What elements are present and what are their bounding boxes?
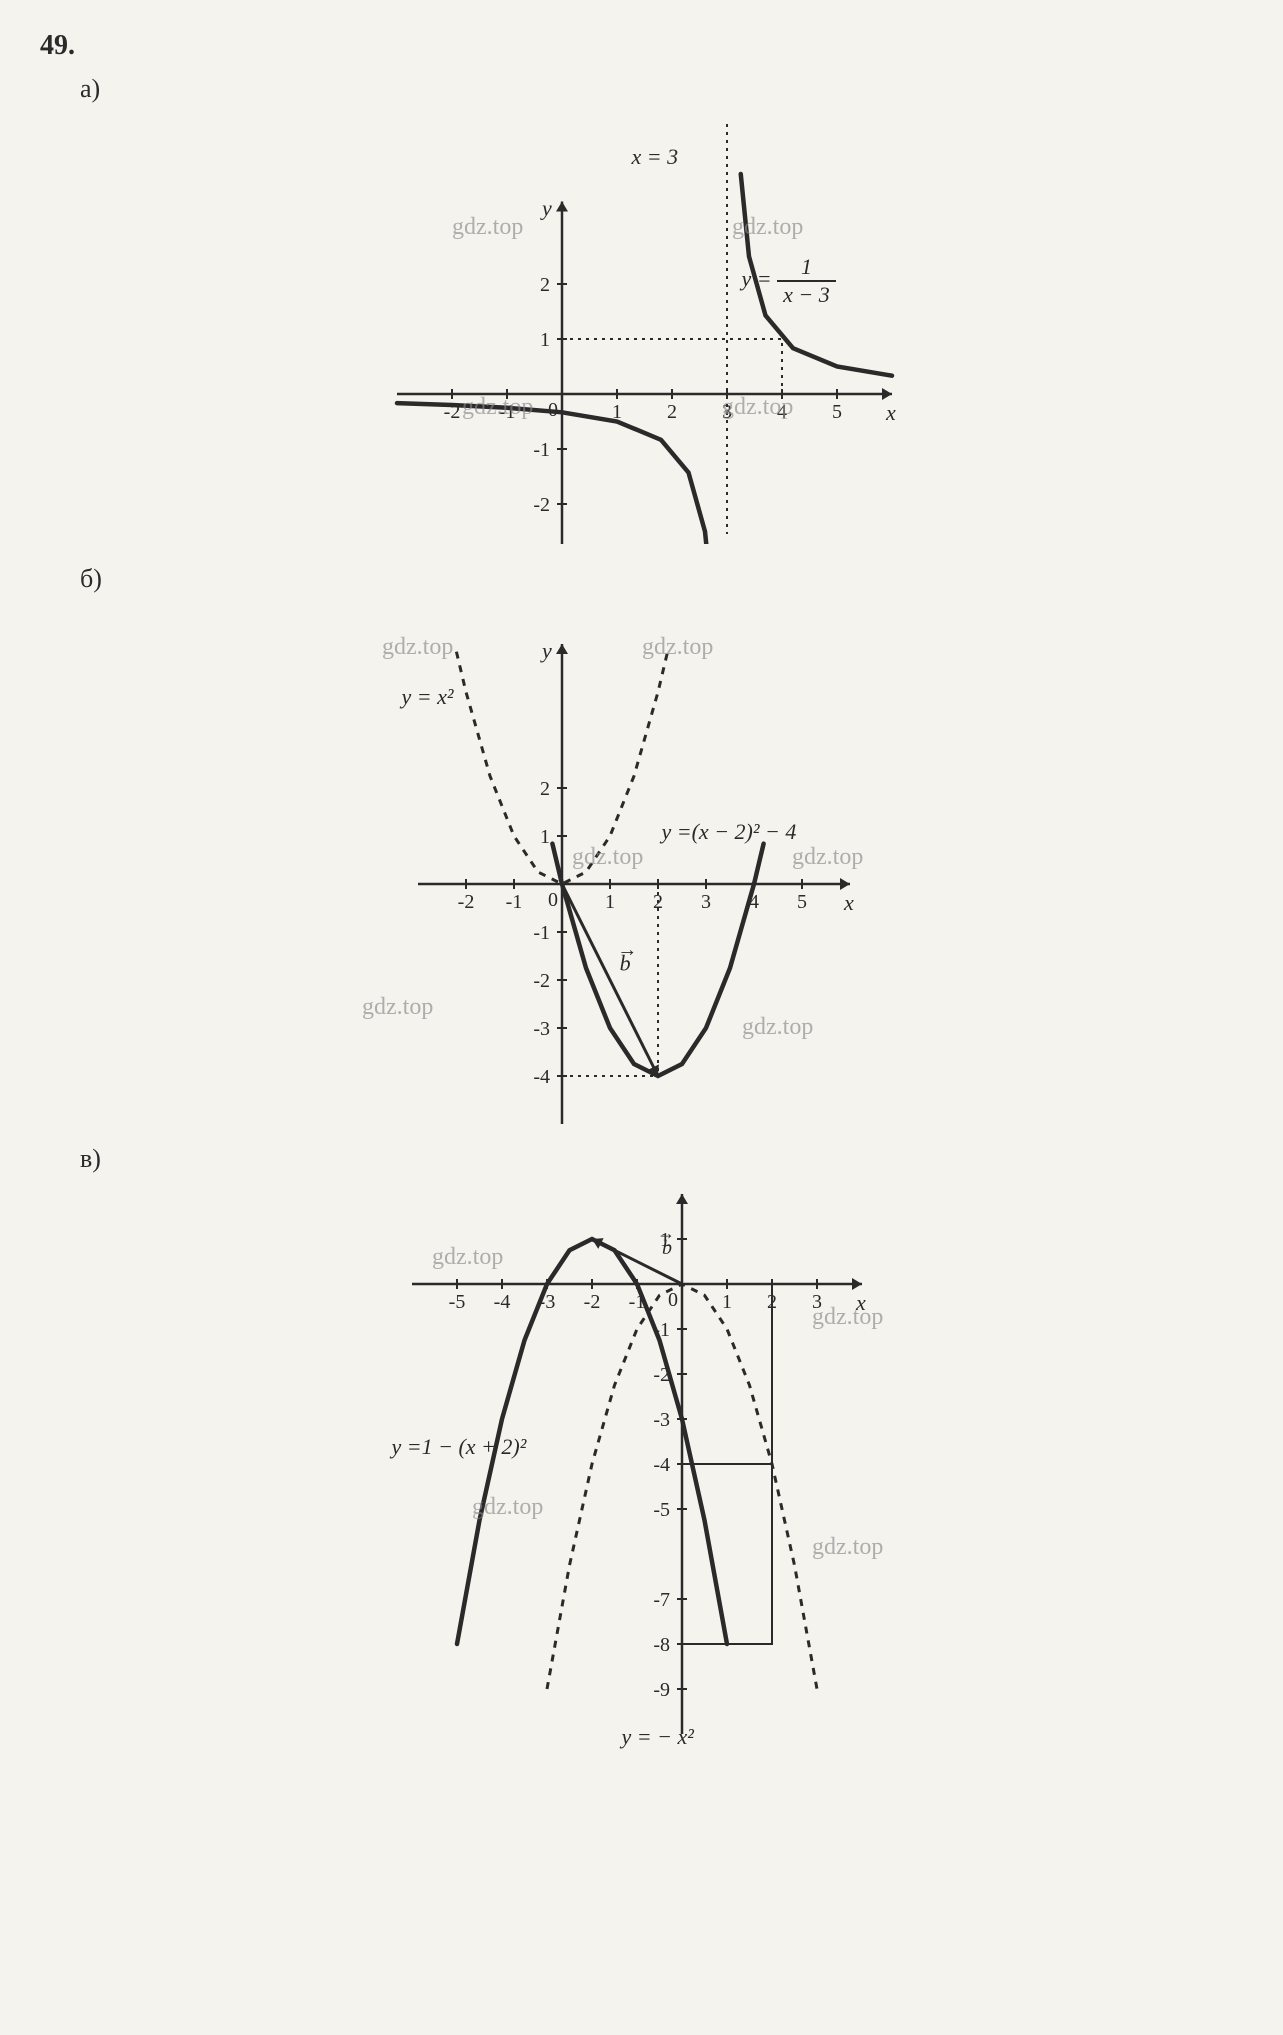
svg-text:2: 2 bbox=[667, 401, 677, 423]
eq-a-num: 1 bbox=[777, 254, 836, 282]
svg-text:-1: -1 bbox=[533, 922, 550, 944]
svg-text:1: 1 bbox=[540, 826, 550, 848]
part-label-c: в) bbox=[80, 1144, 1243, 1174]
svg-text:2: 2 bbox=[540, 778, 550, 800]
svg-text:3: 3 bbox=[701, 891, 711, 913]
svg-text:gdz.top: gdz.top bbox=[812, 1534, 883, 1560]
svg-text:5: 5 bbox=[797, 891, 807, 913]
chart-b: y = x² y =(x − 2)² − 4 -2-112345-4-3-2-1… bbox=[362, 604, 922, 1124]
svg-text:→: → bbox=[657, 1223, 675, 1243]
svg-text:0: 0 bbox=[548, 889, 558, 911]
svg-text:gdz.top: gdz.top bbox=[382, 634, 453, 660]
svg-text:→: → bbox=[617, 939, 637, 961]
part-label-a: а) bbox=[80, 74, 1243, 104]
equation-c-solid: y =1 − (x + 2)² bbox=[392, 1434, 527, 1460]
chart-a-wrap: y = 1 x − 3 x = 3 -2-112345-2-1120xygdz.… bbox=[40, 114, 1243, 544]
svg-text:gdz.top: gdz.top bbox=[572, 844, 643, 870]
svg-text:2: 2 bbox=[653, 891, 663, 913]
svg-text:-3: -3 bbox=[533, 1018, 550, 1040]
svg-text:gdz.top: gdz.top bbox=[452, 214, 523, 240]
svg-text:-8: -8 bbox=[653, 1634, 670, 1656]
equation-a: y = 1 x − 3 bbox=[742, 254, 836, 308]
chart-b-wrap: y = x² y =(x − 2)² − 4 -2-112345-4-3-2-1… bbox=[40, 604, 1243, 1124]
chart-c: y =1 − (x + 2)² y = − x² -5-4-3-2-1123-9… bbox=[362, 1184, 922, 1764]
svg-text:gdz.top: gdz.top bbox=[642, 634, 713, 660]
chart-a: y = 1 x − 3 x = 3 -2-112345-2-1120xygdz.… bbox=[362, 114, 922, 544]
svg-text:gdz.top: gdz.top bbox=[732, 214, 803, 240]
svg-text:2: 2 bbox=[767, 1291, 777, 1313]
svg-text:gdz.top: gdz.top bbox=[792, 844, 863, 870]
svg-text:-4: -4 bbox=[493, 1291, 510, 1313]
svg-text:-5: -5 bbox=[448, 1291, 465, 1313]
svg-text:1: 1 bbox=[605, 891, 615, 913]
problem-number: 49. bbox=[40, 30, 1243, 62]
svg-text:-2: -2 bbox=[457, 891, 474, 913]
svg-text:-1: -1 bbox=[533, 439, 550, 461]
svg-text:1: 1 bbox=[540, 329, 550, 351]
svg-text:-5: -5 bbox=[653, 1499, 670, 1521]
svg-text:-7: -7 bbox=[653, 1589, 670, 1611]
equation-b-dashed: y = x² bbox=[402, 684, 454, 710]
eq-a-den: x − 3 bbox=[777, 282, 836, 308]
svg-text:-2: -2 bbox=[583, 1291, 600, 1313]
svg-text:x: x bbox=[843, 890, 854, 915]
asymptote-label-a: x = 3 bbox=[632, 144, 679, 170]
svg-text:gdz.top: gdz.top bbox=[462, 394, 533, 420]
svg-text:5: 5 bbox=[832, 401, 842, 423]
svg-text:gdz.top: gdz.top bbox=[742, 1014, 813, 1040]
equation-b-solid: y =(x − 2)² − 4 bbox=[662, 819, 797, 845]
chart-c-wrap: y =1 − (x + 2)² y = − x² -5-4-3-2-1123-9… bbox=[40, 1184, 1243, 1764]
svg-text:2: 2 bbox=[540, 274, 550, 296]
svg-text:1: 1 bbox=[722, 1291, 732, 1313]
svg-text:y: y bbox=[540, 196, 552, 221]
part-label-b: б) bbox=[80, 564, 1243, 594]
svg-text:-2: -2 bbox=[533, 494, 550, 516]
svg-text:y: y bbox=[540, 638, 552, 663]
equation-c-dashed: y = − x² bbox=[622, 1724, 694, 1750]
svg-text:-3: -3 bbox=[653, 1409, 670, 1431]
svg-text:-4: -4 bbox=[533, 1066, 550, 1088]
svg-text:gdz.top: gdz.top bbox=[432, 1244, 503, 1270]
svg-text:-4: -4 bbox=[653, 1454, 670, 1476]
svg-text:-2: -2 bbox=[533, 970, 550, 992]
svg-text:-1: -1 bbox=[505, 891, 522, 913]
eq-a-lhs: y = bbox=[742, 266, 772, 291]
svg-text:x: x bbox=[885, 400, 896, 425]
svg-text:gdz.top: gdz.top bbox=[722, 394, 793, 420]
svg-text:gdz.top: gdz.top bbox=[812, 1304, 883, 1330]
svg-text:-9: -9 bbox=[653, 1679, 670, 1701]
svg-text:gdz.top: gdz.top bbox=[362, 994, 433, 1020]
svg-text:gdz.top: gdz.top bbox=[472, 1494, 543, 1520]
svg-text:0: 0 bbox=[668, 1289, 678, 1311]
